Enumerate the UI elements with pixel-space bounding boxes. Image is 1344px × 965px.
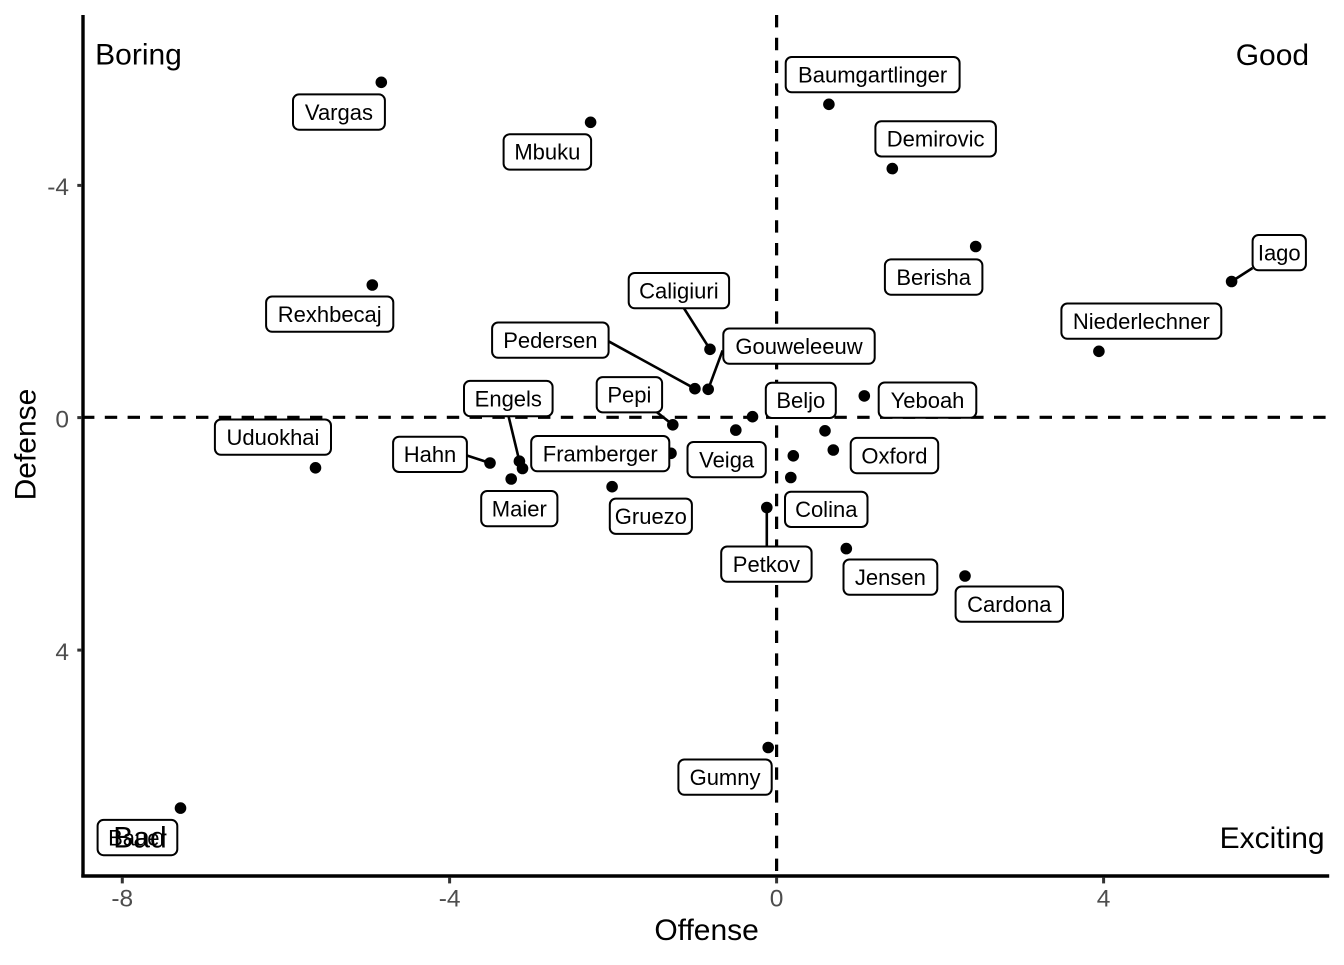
svg-text:Maier: Maier: [492, 496, 547, 521]
svg-text:Niederlechner: Niederlechner: [1073, 309, 1210, 334]
svg-text:Gruezo: Gruezo: [615, 504, 687, 529]
svg-text:Vargas: Vargas: [305, 100, 373, 125]
svg-text:Pedersen: Pedersen: [503, 328, 597, 353]
svg-text:4: 4: [55, 639, 69, 666]
svg-text:Iago: Iago: [1258, 240, 1301, 265]
svg-text:Good: Good: [1236, 39, 1309, 72]
svg-text:0: 0: [770, 886, 784, 913]
svg-text:Framberger: Framberger: [543, 441, 658, 466]
svg-text:Rexhbecaj: Rexhbecaj: [278, 302, 382, 327]
svg-text:Bauer: Bauer: [108, 825, 167, 850]
svg-text:Oxford: Oxford: [861, 443, 927, 468]
svg-text:Gumny: Gumny: [690, 765, 761, 790]
svg-text:Cardona: Cardona: [967, 592, 1052, 617]
svg-text:Mbuku: Mbuku: [514, 140, 580, 165]
svg-text:Jensen: Jensen: [855, 565, 926, 590]
svg-text:Exciting: Exciting: [1220, 822, 1325, 855]
svg-text:Bad: Bad: [113, 821, 166, 854]
svg-text:Gouweleeuw: Gouweleeuw: [735, 334, 862, 359]
svg-text:-8: -8: [111, 886, 133, 913]
svg-text:4: 4: [1097, 886, 1111, 913]
svg-text:Demirovic: Demirovic: [887, 127, 985, 152]
svg-text:Hahn: Hahn: [404, 442, 457, 467]
svg-text:Baumgartlinger: Baumgartlinger: [798, 62, 947, 87]
svg-text:0: 0: [55, 406, 69, 433]
svg-text:Boring: Boring: [95, 39, 182, 72]
svg-text:Veiga: Veiga: [699, 447, 755, 472]
svg-text:Yeboah: Yeboah: [891, 388, 965, 413]
svg-text:Colina: Colina: [795, 497, 858, 522]
svg-text:Defense: Defense: [10, 389, 43, 501]
svg-text:-4: -4: [47, 174, 69, 201]
svg-text:Engels: Engels: [475, 386, 542, 411]
svg-text:Offense: Offense: [654, 914, 759, 947]
svg-text:Berisha: Berisha: [896, 265, 971, 290]
svg-text:Uduokhai: Uduokhai: [226, 425, 319, 450]
svg-text:Beljo: Beljo: [776, 388, 825, 413]
svg-text:Petkov: Petkov: [733, 552, 800, 577]
svg-text:Pepi: Pepi: [607, 383, 651, 408]
svg-text:-4: -4: [439, 886, 461, 913]
svg-text:Caligiuri: Caligiuri: [639, 278, 718, 303]
